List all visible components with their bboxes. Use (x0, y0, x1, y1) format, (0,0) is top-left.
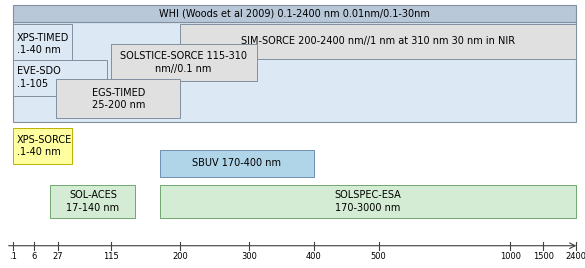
Text: 1000: 1000 (500, 252, 521, 261)
Text: XPS-SORCE
.1-40 nm: XPS-SORCE .1-40 nm (17, 135, 72, 158)
Bar (13, 22, 576, 122)
Bar (13, 5, 576, 22)
Text: SOLSPEC-ESA
170-3000 nm: SOLSPEC-ESA 170-3000 nm (335, 191, 401, 213)
Text: 400: 400 (306, 252, 322, 261)
Text: XPS-TIMED
.1-40 nm: XPS-TIMED .1-40 nm (17, 33, 69, 55)
Text: SOL-ACES
17-140 nm: SOL-ACES 17-140 nm (66, 191, 119, 213)
Text: SBUV 170-400 nm: SBUV 170-400 nm (192, 158, 281, 168)
Text: WHI (Woods et al 2009) 0.1-2400 nm 0.01nm/0.1-30nm: WHI (Woods et al 2009) 0.1-2400 nm 0.01n… (159, 9, 430, 18)
Text: SOLSTICE-SORCE 115-310
nm//0.1 nm: SOLSTICE-SORCE 115-310 nm//0.1 nm (120, 51, 247, 74)
Bar (13, 128, 72, 164)
Text: 1500: 1500 (533, 252, 554, 261)
Text: 6: 6 (31, 252, 36, 261)
Text: 300: 300 (241, 252, 257, 261)
Text: .1: .1 (9, 252, 17, 261)
Text: EGS-TIMED
25-200 nm: EGS-TIMED 25-200 nm (92, 88, 145, 110)
Bar (160, 150, 314, 177)
Text: 500: 500 (371, 252, 387, 261)
Text: SIM-SORCE 200-2400 nm//1 nm at 310 nm 30 nm in NIR: SIM-SORCE 200-2400 nm//1 nm at 310 nm 30… (241, 36, 515, 46)
Text: 2400: 2400 (566, 252, 585, 261)
Bar (57, 79, 180, 118)
Bar (13, 24, 72, 64)
Bar (13, 59, 107, 96)
Bar (50, 185, 135, 218)
Text: 27: 27 (53, 252, 63, 261)
Text: EVE-SDO
.1-105: EVE-SDO .1-105 (17, 66, 61, 89)
Bar (160, 185, 576, 218)
Bar (180, 24, 576, 58)
Bar (111, 44, 256, 81)
Text: 115: 115 (102, 252, 118, 261)
Text: 200: 200 (173, 252, 188, 261)
